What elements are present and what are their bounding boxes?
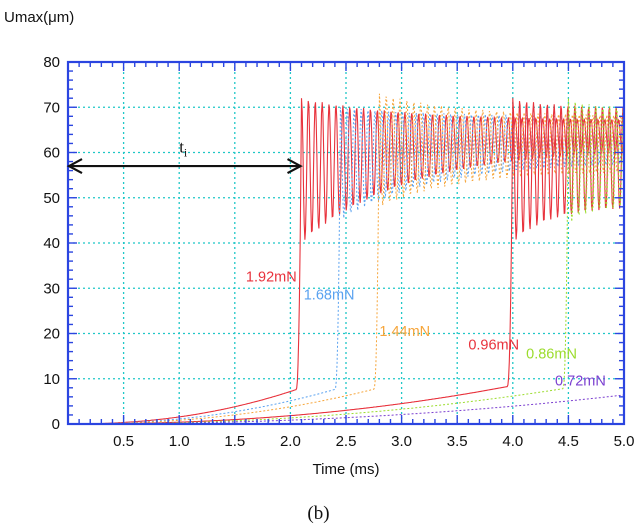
ti-arrow-head-right [286, 158, 303, 175]
series-label-1.68mN: 1.68mN [304, 288, 355, 304]
series-label-1.92mN: 1.92mN [246, 269, 297, 285]
y-tick-label: 80 [43, 54, 60, 71]
y-tick-label: 20 [43, 326, 60, 343]
series-labels: 1.92mN 1.68mN 1.44mN 0.96mN 0.86mN 0.72mN [246, 269, 606, 389]
annotation: ti [66, 138, 303, 175]
y-tick-label: 40 [43, 235, 60, 252]
x-tick-label: 4.0 [502, 433, 523, 450]
x-tick-label: 2.0 [280, 433, 301, 450]
series-line-0.72mN [68, 394, 625, 425]
series-line-1.92mN [68, 98, 625, 425]
x-tick-label: 1.5 [224, 433, 245, 450]
y-axis-label: Umax(μm) [4, 9, 74, 26]
series-label-1.44mN: 1.44mN [379, 324, 430, 340]
x-axis-label: Time (ms) [313, 461, 380, 478]
ti-arrow-head-left [66, 158, 83, 175]
y-tick-label: 0 [52, 416, 60, 433]
y-tick-label: 50 [43, 190, 60, 207]
x-tick-label: 0.5 [113, 433, 134, 450]
y-tick-label: 30 [43, 280, 60, 297]
x-tick-label: 2.5 [336, 433, 357, 450]
series-label-0.86mN: 0.86mN [526, 346, 577, 362]
series-line-1.68mN [68, 107, 625, 425]
x-tick-label: 4.5 [558, 433, 579, 450]
y-tick-label: 70 [43, 99, 60, 116]
x-tick-label: 3.0 [391, 433, 412, 450]
series-label-0.96mN: 0.96mN [468, 337, 519, 353]
series-line-1.44mN [68, 93, 625, 425]
tick-labels: 0.5 1.0 1.5 2.0 2.5 3.0 3.5 4.0 4.5 5.0 0 10 20 30 40 5… [43, 54, 634, 450]
curves [68, 93, 625, 425]
ti-label: ti [179, 138, 188, 160]
y-tick-label: 10 [43, 371, 60, 388]
ticks [67, 61, 625, 425]
x-tick-label: 3.5 [447, 433, 468, 450]
x-tick-label: 1.0 [169, 433, 190, 450]
series-label-0.72mN: 0.72mN [555, 374, 606, 390]
figure-caption: (b) [307, 503, 330, 524]
x-tick-label: 5.0 [614, 433, 635, 450]
y-tick-label: 60 [43, 145, 60, 162]
